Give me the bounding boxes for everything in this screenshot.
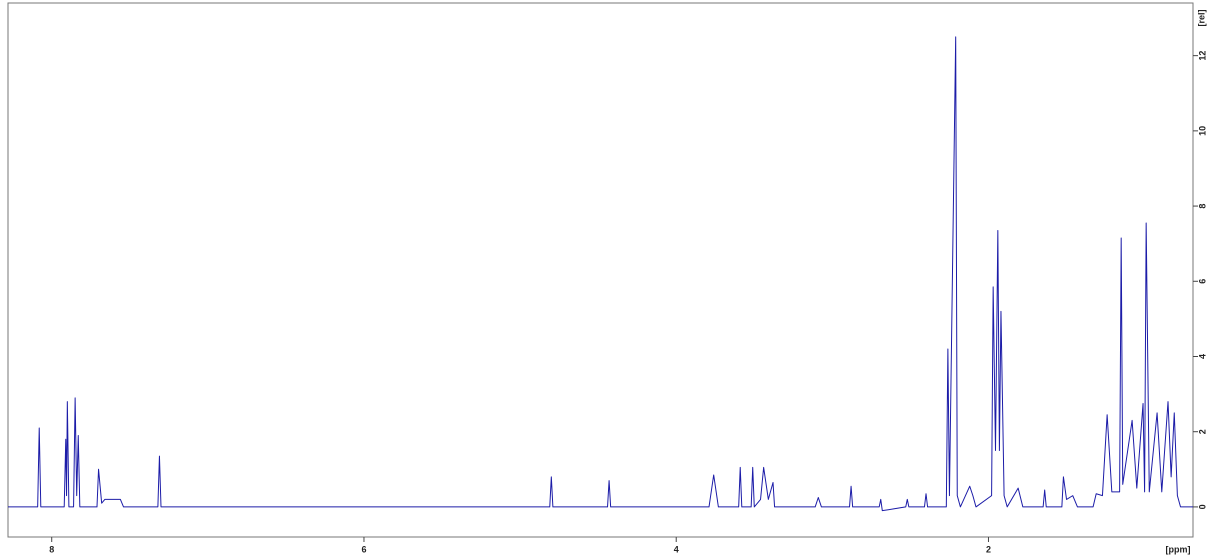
x-axis-label: [ppm] [1166, 544, 1191, 554]
y-tick-label: 12 [1197, 51, 1207, 61]
y-tick-label: 8 [1197, 204, 1207, 209]
x-tick-label: 6 [361, 544, 366, 554]
y-tick-label: 2 [1197, 429, 1207, 434]
y-tick-label: 10 [1197, 126, 1207, 136]
x-tick-label: 4 [674, 544, 679, 554]
x-tick-label: 8 [49, 544, 54, 554]
x-tick-label: 2 [986, 544, 991, 554]
y-tick-label: 0 [1197, 504, 1207, 509]
plot-frame [7, 2, 1194, 538]
y-tick-label: 6 [1197, 279, 1207, 284]
y-tick-label: 4 [1197, 354, 1207, 359]
y-axis-label: [rel] [1196, 9, 1206, 26]
spectrum-line [8, 36, 1193, 512]
